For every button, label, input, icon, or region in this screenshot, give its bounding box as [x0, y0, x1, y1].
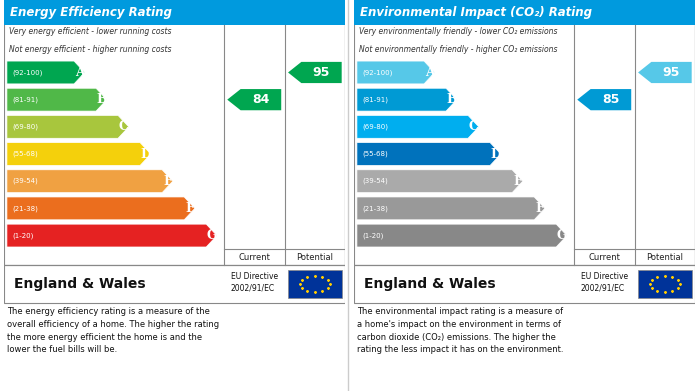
Text: (92-100): (92-100)	[362, 69, 393, 76]
Text: (39-54): (39-54)	[362, 178, 388, 185]
Text: England & Wales: England & Wales	[364, 277, 496, 291]
Text: G: G	[206, 229, 218, 242]
Polygon shape	[7, 197, 195, 220]
Text: 95: 95	[313, 66, 330, 79]
Text: Environmental Impact (CO₂) Rating: Environmental Impact (CO₂) Rating	[360, 6, 592, 19]
Text: Current: Current	[238, 253, 270, 262]
Polygon shape	[288, 62, 342, 83]
Text: EU Directive
2002/91/EC: EU Directive 2002/91/EC	[231, 272, 278, 292]
Text: A: A	[75, 66, 85, 79]
Text: (39-54): (39-54)	[12, 178, 38, 185]
Text: B: B	[97, 93, 107, 106]
Text: D: D	[491, 147, 501, 161]
Text: (1-20): (1-20)	[12, 232, 34, 239]
Polygon shape	[357, 224, 567, 247]
Polygon shape	[357, 143, 500, 165]
Bar	[354, 265, 695, 303]
Bar	[354, 0, 695, 265]
Polygon shape	[7, 61, 85, 84]
Polygon shape	[7, 224, 217, 247]
Text: F: F	[186, 202, 195, 215]
Text: EU Directive
2002/91/EC: EU Directive 2002/91/EC	[581, 272, 628, 292]
Text: F: F	[536, 202, 545, 215]
Text: (55-68): (55-68)	[12, 151, 38, 157]
Text: E: E	[513, 175, 523, 188]
Text: Current: Current	[588, 253, 620, 262]
Polygon shape	[228, 89, 281, 110]
Text: (69-80): (69-80)	[362, 124, 388, 130]
Text: D: D	[141, 147, 151, 161]
Polygon shape	[7, 170, 173, 193]
Polygon shape	[7, 88, 106, 111]
Bar	[4, 0, 345, 265]
Bar	[4, 0, 345, 25]
Text: 95: 95	[663, 66, 680, 79]
Text: C: C	[119, 120, 129, 133]
Text: (21-38): (21-38)	[362, 205, 388, 212]
Text: Not energy efficient - higher running costs: Not energy efficient - higher running co…	[8, 45, 171, 54]
Bar	[288, 270, 342, 298]
Text: A: A	[425, 66, 435, 79]
Text: (55-68): (55-68)	[362, 151, 388, 157]
Text: E: E	[163, 175, 173, 188]
Polygon shape	[357, 88, 456, 111]
Polygon shape	[357, 115, 479, 138]
Text: (81-91): (81-91)	[362, 97, 388, 103]
Text: Very environmentally friendly - lower CO₂ emissions: Very environmentally friendly - lower CO…	[358, 27, 557, 36]
Text: Potential: Potential	[646, 253, 683, 262]
Bar	[638, 270, 692, 298]
Text: 84: 84	[252, 93, 270, 106]
Polygon shape	[357, 170, 523, 193]
Bar	[4, 265, 345, 303]
Polygon shape	[357, 61, 435, 84]
Text: Not environmentally friendly - higher CO₂ emissions: Not environmentally friendly - higher CO…	[358, 45, 557, 54]
Text: The environmental impact rating is a measure of
a home's impact on the environme: The environmental impact rating is a mea…	[357, 307, 564, 355]
Polygon shape	[7, 115, 129, 138]
Text: (1-20): (1-20)	[362, 232, 384, 239]
Text: (21-38): (21-38)	[12, 205, 38, 212]
Text: Potential: Potential	[296, 253, 333, 262]
Text: England & Wales: England & Wales	[14, 277, 146, 291]
Bar	[354, 0, 695, 25]
Text: B: B	[447, 93, 457, 106]
Polygon shape	[357, 197, 545, 220]
Polygon shape	[7, 143, 150, 165]
Text: Energy Efficiency Rating: Energy Efficiency Rating	[10, 6, 172, 19]
Text: (92-100): (92-100)	[12, 69, 43, 76]
Text: C: C	[469, 120, 479, 133]
Text: (69-80): (69-80)	[12, 124, 38, 130]
Polygon shape	[638, 62, 692, 83]
Text: G: G	[556, 229, 568, 242]
Text: The energy efficiency rating is a measure of the
overall efficiency of a home. T: The energy efficiency rating is a measur…	[7, 307, 219, 355]
Text: 85: 85	[602, 93, 620, 106]
Text: Very energy efficient - lower running costs: Very energy efficient - lower running co…	[8, 27, 171, 36]
Polygon shape	[578, 89, 631, 110]
Text: (81-91): (81-91)	[12, 97, 38, 103]
